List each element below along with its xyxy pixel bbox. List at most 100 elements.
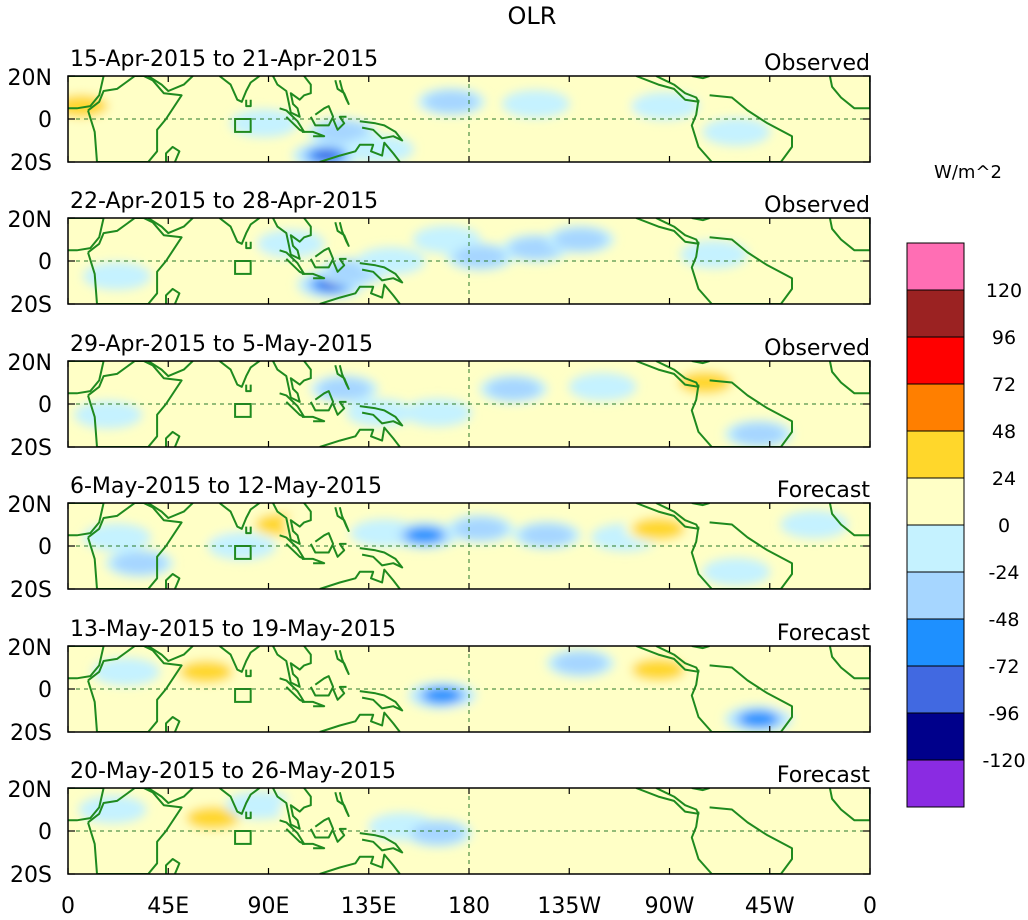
anomaly-blob <box>403 398 472 427</box>
y-tick-label: 20S <box>10 863 52 888</box>
anomaly-blob <box>405 527 444 544</box>
coastline <box>690 379 793 447</box>
coastline <box>635 788 700 815</box>
coastline <box>319 568 401 589</box>
colorbar-level-label: -96 <box>988 703 1019 725</box>
x-tick-label: 45W <box>745 894 795 919</box>
coastlines <box>68 218 870 304</box>
coastline <box>828 218 870 252</box>
panel-kind-label: Forecast <box>777 763 870 788</box>
anomaly-blob <box>424 90 478 113</box>
region-box <box>234 545 252 560</box>
coastline <box>635 361 700 388</box>
coastline <box>828 361 870 395</box>
panel-2: 20N 0 20S 22-Apr-2015 to 28-Apr-2015 Observe… <box>8 189 871 318</box>
coastline <box>165 430 181 447</box>
x-tick-label: 90W <box>645 894 695 919</box>
coastline <box>359 547 404 569</box>
x-tick-label: 0 <box>863 894 877 919</box>
coastline <box>319 426 401 447</box>
anomaly-blob <box>411 822 465 845</box>
colorbar-swatch <box>906 242 965 291</box>
coastline <box>690 236 793 304</box>
coastline <box>147 503 194 519</box>
panel-period-label: 20-May-2015 to 26-May-2015 <box>70 759 396 784</box>
anomaly-blob <box>520 524 574 547</box>
anomaly-blob <box>746 808 815 837</box>
coastline <box>165 145 181 162</box>
x-tick-label: 90E <box>248 894 290 919</box>
coastline <box>309 247 335 269</box>
region-box <box>234 688 252 703</box>
coastline <box>218 788 261 815</box>
coastline <box>690 94 793 162</box>
coastline <box>147 646 194 662</box>
coastline <box>147 788 194 804</box>
panel-4: 20N 0 20S 6-May-2015 to 12-May-2015 Forecast <box>8 474 871 603</box>
anomaly-blob <box>186 807 240 830</box>
colorbar-units: W/m^2 <box>934 162 1002 183</box>
colorbar-swatch <box>906 289 965 338</box>
coastline <box>334 792 350 817</box>
coastline <box>272 361 312 403</box>
y-tick-label: 20N <box>8 636 52 661</box>
colorbar-level-label: -24 <box>988 562 1019 584</box>
colorbar-level-label: -48 <box>988 609 1019 631</box>
coastline <box>828 76 870 110</box>
anomaly-blob <box>453 245 507 268</box>
panel-3: 20N 0 20S 29-Apr-2015 to 5-May-2015 Observed <box>8 332 871 461</box>
coastline <box>319 283 401 304</box>
coastline <box>332 400 347 416</box>
anomaly-blob <box>739 711 778 727</box>
x-axis: 0 45E 90E 135E 180 135W 90W 45W 0 <box>61 894 877 919</box>
coastline <box>301 700 326 708</box>
coastline <box>828 646 870 680</box>
coastline <box>87 361 183 447</box>
coastline <box>359 690 404 712</box>
coastline <box>635 218 700 245</box>
coastline <box>272 503 312 545</box>
anomaly-blob <box>702 557 771 586</box>
coastlines <box>68 788 870 874</box>
coastline <box>359 262 404 284</box>
colorbar-swatch <box>906 618 965 667</box>
coastline <box>218 361 261 388</box>
anomaly-blob <box>631 658 685 681</box>
anomaly-blob <box>501 89 570 118</box>
coastline <box>332 257 347 273</box>
coastline <box>68 361 105 395</box>
anomaly-blob <box>283 510 352 539</box>
y-tick-label: 20N <box>8 778 52 803</box>
y-tick-label: 20S <box>10 151 52 176</box>
anomaly-blob <box>179 660 233 683</box>
x-tick-label: 45E <box>147 894 189 919</box>
anomaly-blob <box>74 400 143 429</box>
anomaly-blob <box>631 92 700 121</box>
panel-kind-label: Observed <box>764 193 870 218</box>
y-tick-label: 0 <box>38 678 52 703</box>
coastline <box>301 557 326 565</box>
coastline <box>245 99 252 108</box>
coastline <box>68 788 105 822</box>
coastline <box>147 218 194 235</box>
coastline <box>272 788 312 830</box>
coastline <box>165 287 181 304</box>
anomaly-blob <box>230 109 299 138</box>
panel-period-label: 6-May-2015 to 12-May-2015 <box>70 474 382 499</box>
coastline <box>147 76 194 92</box>
coastline <box>87 646 183 732</box>
coastline <box>87 788 183 874</box>
coastline <box>309 532 335 554</box>
anomaly-blob <box>732 423 786 446</box>
y-tick-label: 0 <box>38 250 52 275</box>
region-box <box>234 260 252 275</box>
coastline <box>359 405 404 427</box>
coastline <box>635 76 700 103</box>
region-box <box>234 118 252 133</box>
anomaly-blob <box>83 523 152 552</box>
anomaly-blob <box>568 812 637 841</box>
anomaly-blob <box>702 117 771 146</box>
colorbar-swatch <box>906 383 965 432</box>
colorbar-swatch <box>906 571 965 620</box>
